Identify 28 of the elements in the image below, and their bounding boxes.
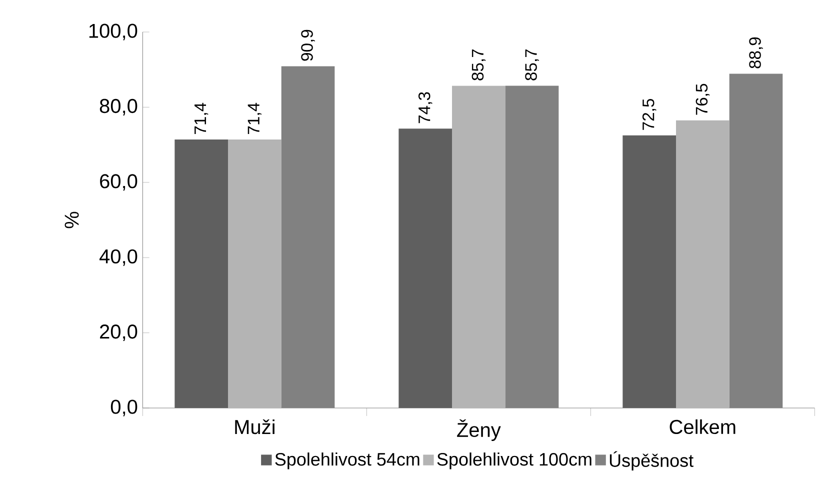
data-label: 71,4 [248, 102, 262, 134]
y-axis-title: % [64, 212, 79, 228]
y-tick-label: 0,0 [110, 400, 138, 416]
legend-label: Spolehlivost 54cm [275, 452, 420, 470]
bar [174, 140, 228, 408]
data-label: 90,9 [301, 30, 315, 61]
data-label: 85,7 [525, 49, 539, 80]
bar [228, 140, 282, 408]
bar [676, 120, 730, 408]
bar [622, 135, 676, 408]
data-label: 72,5 [642, 98, 656, 130]
y-tick-label: 60,0 [100, 174, 138, 191]
y-tick-label: 20,0 [100, 324, 138, 342]
y-tick-label: 100,0 [89, 24, 138, 40]
legend-label: Spolehlivost 100cm [437, 452, 592, 470]
data-label: 88,9 [749, 37, 763, 68]
data-label: 74,3 [418, 92, 432, 124]
x-tick-label: Celkem [670, 419, 736, 434]
data-label: 76,5 [696, 84, 710, 115]
y-tick-label: 40,0 [99, 249, 138, 266]
bar [398, 128, 452, 408]
y-tick-label: 80,0 [100, 98, 138, 116]
bar [452, 86, 506, 408]
data-label: 85,7 [472, 49, 486, 80]
x-tick-label: Muži [235, 419, 274, 434]
x-tick-label: Ženy [457, 419, 501, 441]
data-label: 71,4 [194, 102, 208, 134]
legend-label: Úspěšnost [610, 451, 694, 471]
